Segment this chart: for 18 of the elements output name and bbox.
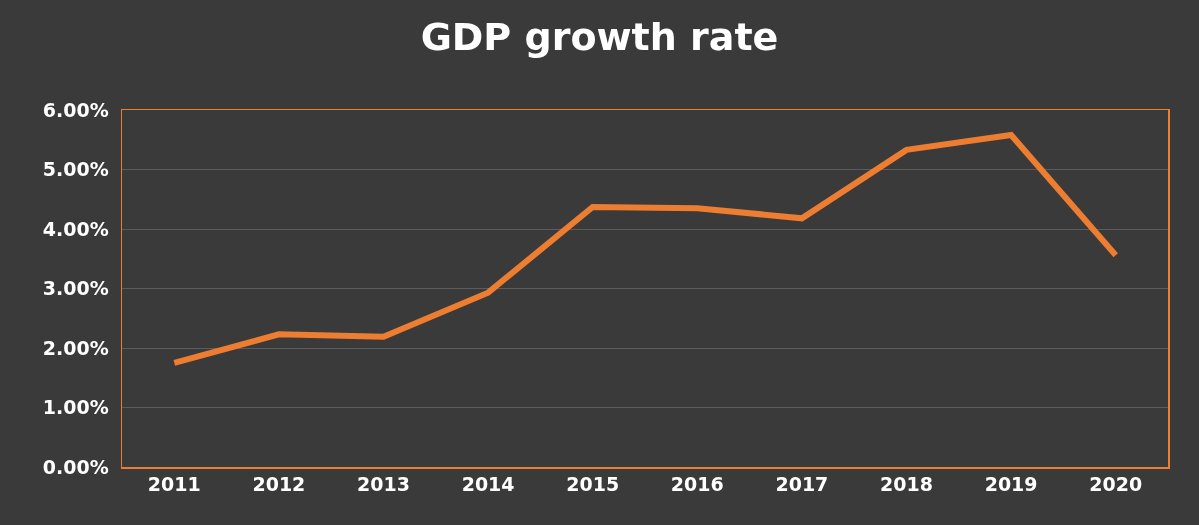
y-tick-label: 3.00%	[42, 277, 109, 300]
x-tick-label: 2018	[880, 473, 933, 496]
y-tick-label: 5.00%	[42, 158, 109, 181]
x-tick-label: 2012	[252, 473, 306, 496]
y-tick-label: 1.00%	[42, 396, 109, 419]
y-tick-label: 2.00%	[42, 336, 109, 359]
chart-title: GDP growth rate	[420, 15, 779, 60]
y-tick-label: 6.00%	[42, 98, 109, 121]
x-tick-label: 2013	[357, 473, 410, 496]
x-tick-label: 2015	[566, 473, 620, 496]
x-tick-label: 2016	[670, 473, 724, 496]
x-tick-label: 2011	[147, 473, 201, 496]
x-tick-label: 2017	[775, 473, 829, 496]
x-tick-label: 2019	[984, 473, 1038, 496]
x-tick-label: 2014	[461, 473, 515, 496]
y-tick-label: 0.00%	[42, 455, 109, 478]
x-tick-label: 2020	[1089, 473, 1143, 496]
y-tick-label: 4.00%	[42, 217, 109, 240]
